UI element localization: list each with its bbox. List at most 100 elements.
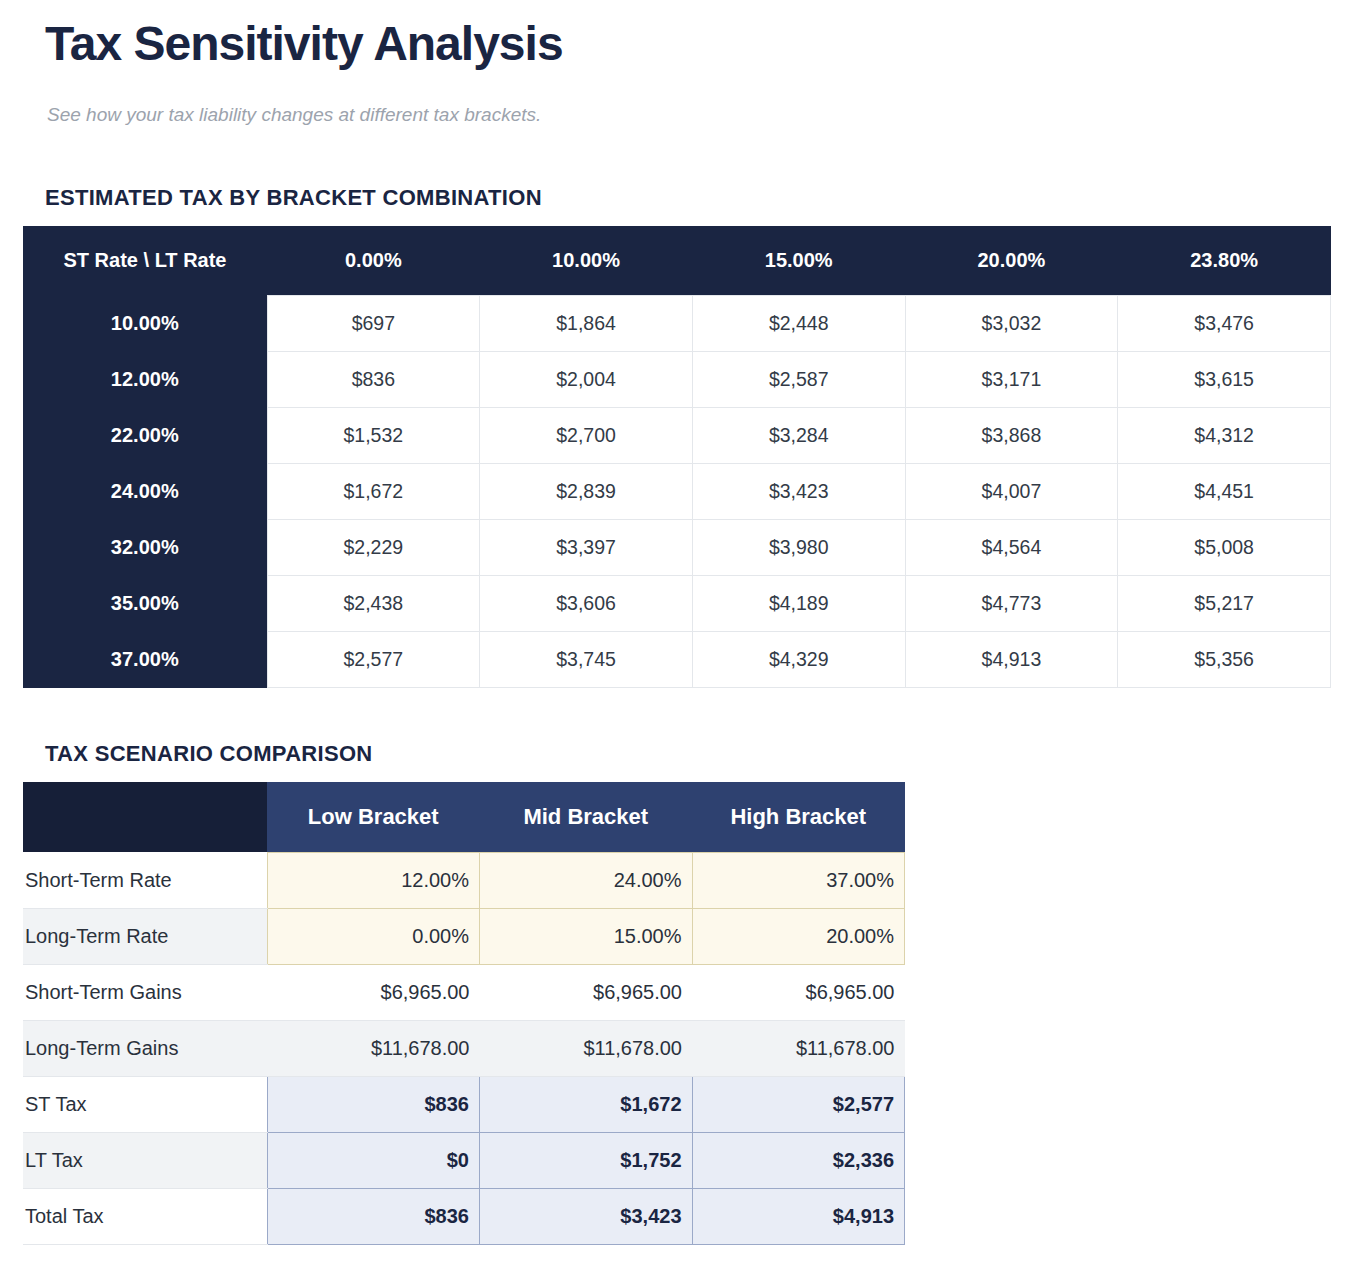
scenario-value-cell: $2,577 — [692, 1076, 905, 1132]
estimated-tax-cell: $2,438 — [267, 576, 480, 632]
estimated-tax-cell: $3,423 — [692, 464, 905, 520]
estimated-tax-cell: $3,476 — [1118, 296, 1331, 352]
st-rate-row-header: 37.00% — [23, 632, 267, 688]
scenario-value-cell: $2,336 — [692, 1132, 905, 1188]
bracket-table-row: 24.00%$1,672$2,839$3,423$4,007$4,451 — [23, 464, 1331, 520]
estimated-tax-cell: $3,397 — [480, 520, 693, 576]
estimated-tax-cell: $2,004 — [480, 352, 693, 408]
estimated-tax-cell: $4,564 — [905, 520, 1118, 576]
estimated-tax-cell: $1,532 — [267, 408, 480, 464]
scenario-value-cell: 20.00% — [692, 908, 905, 964]
scenario-value-cell: 24.00% — [480, 852, 693, 908]
scenario-table-row: Long-Term Gains$11,678.00$11,678.00$11,6… — [23, 1020, 905, 1076]
scenario-column-header: High Bracket — [692, 782, 905, 852]
bracket-table-row: 12.00%$836$2,004$2,587$3,171$3,615 — [23, 352, 1331, 408]
estimated-tax-cell: $2,700 — [480, 408, 693, 464]
estimated-tax-cell: $1,672 — [267, 464, 480, 520]
scenario-value-cell: 12.00% — [267, 852, 480, 908]
bracket-table-body: 10.00%$697$1,864$2,448$3,032$3,47612.00%… — [23, 296, 1331, 688]
st-rate-row-header: 10.00% — [23, 296, 267, 352]
scenario-corner-cell — [23, 782, 267, 852]
lt-rate-column-header: 20.00% — [905, 226, 1118, 296]
estimated-tax-cell: $2,587 — [692, 352, 905, 408]
bracket-table-header-row: ST Rate \ LT Rate 0.00%10.00%15.00%20.00… — [23, 226, 1331, 296]
scenario-table: Low BracketMid BracketHigh Bracket Short… — [23, 782, 905, 1245]
st-rate-row-header: 32.00% — [23, 520, 267, 576]
st-rate-row-header: 24.00% — [23, 464, 267, 520]
st-rate-row-header: 35.00% — [23, 576, 267, 632]
st-rate-row-header: 22.00% — [23, 408, 267, 464]
st-rate-row-header: 12.00% — [23, 352, 267, 408]
bracket-table-head: ST Rate \ LT Rate 0.00%10.00%15.00%20.00… — [23, 226, 1331, 296]
bracket-table-row: 37.00%$2,577$3,745$4,329$4,913$5,356 — [23, 632, 1331, 688]
scenario-table-row: Total Tax$836$3,423$4,913 — [23, 1188, 905, 1244]
estimated-tax-cell: $5,217 — [1118, 576, 1331, 632]
scenario-row-label: Total Tax — [23, 1188, 267, 1244]
estimated-tax-cell: $697 — [267, 296, 480, 352]
estimated-tax-cell: $4,913 — [905, 632, 1118, 688]
scenario-row-label: Long-Term Gains — [23, 1020, 267, 1076]
scenario-value-cell: $3,423 — [480, 1188, 693, 1244]
scenario-table-row: LT Tax$0$1,752$2,336 — [23, 1132, 905, 1188]
scenario-row-label: ST Tax — [23, 1076, 267, 1132]
estimated-tax-cell: $4,312 — [1118, 408, 1331, 464]
estimated-tax-cell: $2,839 — [480, 464, 693, 520]
estimated-tax-cell: $2,229 — [267, 520, 480, 576]
scenario-value-cell: $4,913 — [692, 1188, 905, 1244]
scenario-table-row: Long-Term Rate0.00%15.00%20.00% — [23, 908, 905, 964]
estimated-tax-cell: $5,008 — [1118, 520, 1331, 576]
bracket-table-row: 32.00%$2,229$3,397$3,980$4,564$5,008 — [23, 520, 1331, 576]
estimated-tax-cell: $2,448 — [692, 296, 905, 352]
scenario-value-cell: 15.00% — [480, 908, 693, 964]
estimated-tax-cell: $2,577 — [267, 632, 480, 688]
bracket-table-row: 10.00%$697$1,864$2,448$3,032$3,476 — [23, 296, 1331, 352]
scenario-value-cell: $11,678.00 — [267, 1020, 480, 1076]
scenario-value-cell: $1,752 — [480, 1132, 693, 1188]
lt-rate-column-header: 23.80% — [1118, 226, 1331, 296]
scenario-value-cell: $6,965.00 — [692, 964, 905, 1020]
estimated-tax-cell: $4,773 — [905, 576, 1118, 632]
estimated-tax-cell: $4,451 — [1118, 464, 1331, 520]
estimated-tax-cell: $3,745 — [480, 632, 693, 688]
section-heading-scenario-table: TAX SCENARIO COMPARISON — [45, 741, 1331, 767]
scenario-table-header-row: Low BracketMid BracketHigh Bracket — [23, 782, 905, 852]
scenario-table-body: Short-Term Rate12.00%24.00%37.00%Long-Te… — [23, 852, 905, 1244]
scenario-row-label: LT Tax — [23, 1132, 267, 1188]
page-subtitle: See how your tax liability changes at di… — [47, 104, 1331, 126]
bracket-table-row: 35.00%$2,438$3,606$4,189$4,773$5,217 — [23, 576, 1331, 632]
page: Tax Sensitivity Analysis See how your ta… — [0, 0, 1354, 1263]
estimated-tax-cell: $1,864 — [480, 296, 693, 352]
scenario-table-row: ST Tax$836$1,672$2,577 — [23, 1076, 905, 1132]
scenario-value-cell: $836 — [267, 1076, 480, 1132]
estimated-tax-cell: $3,868 — [905, 408, 1118, 464]
scenario-table-row: Short-Term Gains$6,965.00$6,965.00$6,965… — [23, 964, 905, 1020]
estimated-tax-cell: $5,356 — [1118, 632, 1331, 688]
st-lt-corner-header-cell: ST Rate \ LT Rate — [23, 226, 267, 296]
estimated-tax-cell: $4,007 — [905, 464, 1118, 520]
scenario-table-row: Short-Term Rate12.00%24.00%37.00% — [23, 852, 905, 908]
estimated-tax-cell: $3,615 — [1118, 352, 1331, 408]
scenario-column-header: Mid Bracket — [480, 782, 693, 852]
scenario-value-cell: $0 — [267, 1132, 480, 1188]
scenario-value-cell: $6,965.00 — [480, 964, 693, 1020]
bracket-table-row: 22.00%$1,532$2,700$3,284$3,868$4,312 — [23, 408, 1331, 464]
section-heading-bracket-table: ESTIMATED TAX BY BRACKET COMBINATION — [45, 185, 1331, 211]
scenario-column-header: Low Bracket — [267, 782, 480, 852]
bracket-table: ST Rate \ LT Rate 0.00%10.00%15.00%20.00… — [23, 226, 1331, 689]
scenario-row-label: Short-Term Rate — [23, 852, 267, 908]
scenario-value-cell: $1,672 — [480, 1076, 693, 1132]
estimated-tax-cell: $4,189 — [692, 576, 905, 632]
scenario-value-cell: 0.00% — [267, 908, 480, 964]
estimated-tax-cell: $3,980 — [692, 520, 905, 576]
estimated-tax-cell: $4,329 — [692, 632, 905, 688]
lt-rate-column-header: 10.00% — [480, 226, 693, 296]
scenario-value-cell: $11,678.00 — [692, 1020, 905, 1076]
scenario-table-head: Low BracketMid BracketHigh Bracket — [23, 782, 905, 852]
scenario-value-cell: 37.00% — [692, 852, 905, 908]
scenario-row-label: Short-Term Gains — [23, 964, 267, 1020]
estimated-tax-cell: $3,171 — [905, 352, 1118, 408]
lt-rate-column-header: 0.00% — [267, 226, 480, 296]
estimated-tax-cell: $836 — [267, 352, 480, 408]
scenario-value-cell: $6,965.00 — [267, 964, 480, 1020]
estimated-tax-cell: $3,032 — [905, 296, 1118, 352]
